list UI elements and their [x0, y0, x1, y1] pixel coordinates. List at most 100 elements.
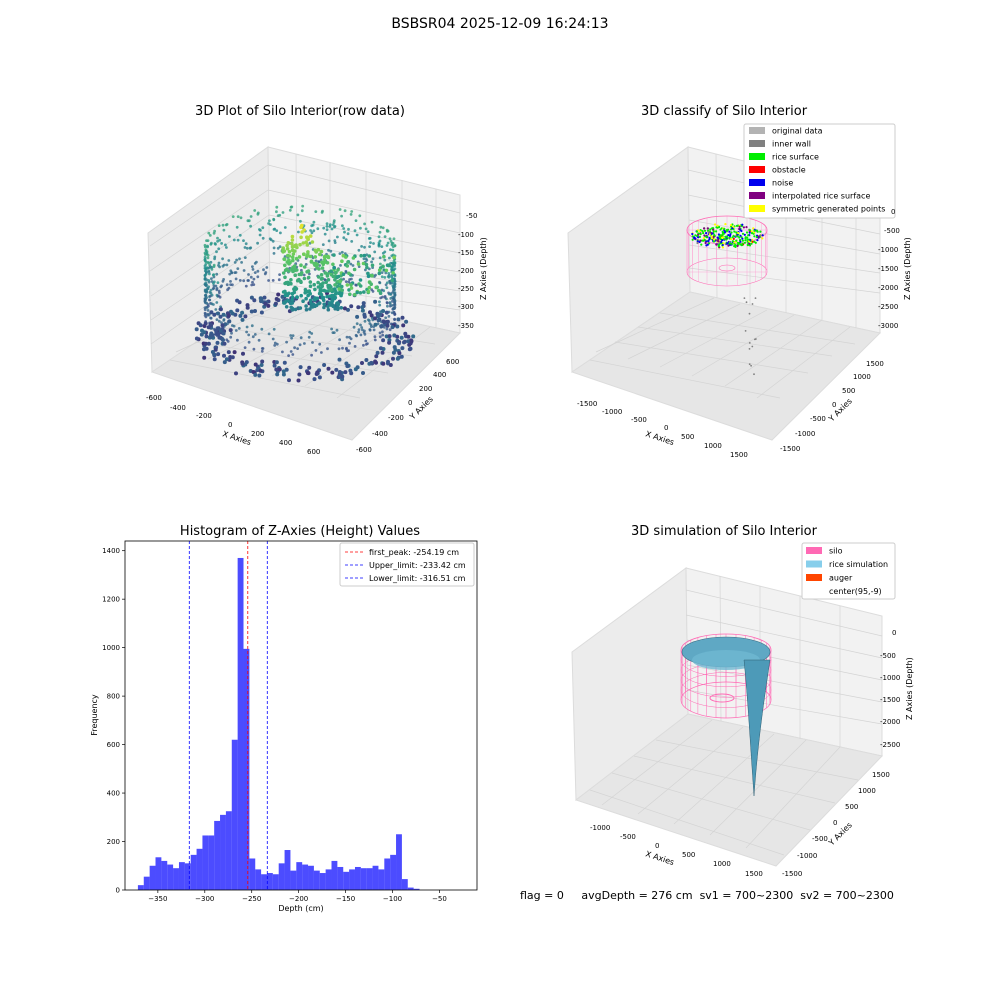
histogram-ytick-label: 800: [107, 693, 120, 701]
histogram-reference-lines: [188, 541, 268, 890]
classify-point: [724, 223, 727, 226]
raw-point: [242, 269, 246, 272]
raw-point: [249, 215, 253, 218]
raw-point: [276, 246, 280, 250]
raw-point: [385, 286, 389, 289]
raw-point: [217, 247, 221, 251]
raw-point: [250, 283, 254, 287]
raw-point: [322, 260, 327, 265]
raw-point: [362, 343, 365, 347]
raw-point: [320, 266, 325, 270]
classify-point: [737, 242, 740, 245]
classify-point: [716, 226, 719, 229]
histogram-frame: [124, 540, 478, 891]
raw-point: [204, 293, 208, 297]
raw-point: [281, 211, 285, 214]
raw-point: [380, 245, 384, 249]
raw-point: [209, 294, 212, 298]
raw-point: [364, 358, 369, 362]
raw-point: [289, 305, 294, 310]
classify-floor-pane: [570, 291, 882, 441]
raw-point: [368, 310, 372, 315]
raw-point: [243, 246, 247, 249]
raw-point: [378, 291, 383, 296]
raw-point: [349, 213, 353, 216]
raw-point: [318, 252, 322, 257]
classify-point: [706, 227, 709, 230]
classify-point: [699, 233, 702, 236]
raw-point: [379, 262, 382, 266]
raw-point: [236, 338, 239, 342]
classify-point: [728, 242, 732, 245]
raw-point: [251, 280, 254, 284]
raw-point: [395, 356, 400, 361]
raw-point: [272, 218, 276, 222]
raw-point: [355, 290, 360, 295]
classify-ytick: -1000: [795, 430, 815, 438]
raw-point: [349, 283, 353, 287]
histogram-xtick-label: −350: [148, 895, 167, 903]
status-flag: flag = 0: [520, 889, 564, 902]
raw-point: [304, 263, 308, 266]
raw-point: [250, 324, 254, 328]
raw-point: [321, 295, 326, 300]
raw-point: [378, 300, 381, 304]
classify-point: [729, 234, 732, 237]
raw-point: [348, 341, 351, 345]
raw-point: [222, 341, 227, 346]
raw-point: [234, 329, 238, 332]
histogram-bar: [137, 885, 144, 890]
raw-point: [318, 260, 321, 264]
raw-point: [366, 289, 371, 294]
raw-point: [207, 270, 211, 274]
raw-point: [387, 292, 391, 296]
raw-point: [396, 341, 401, 346]
histogram-bar: [366, 868, 373, 890]
raw-point: [308, 280, 313, 284]
classify-point: [702, 237, 706, 240]
raw-point: [289, 350, 293, 353]
raw-point: [399, 335, 404, 340]
raw-point: [338, 252, 342, 256]
raw-point: [403, 331, 408, 336]
raw-point: [337, 291, 341, 296]
raw-ztick: -200: [458, 267, 474, 275]
raw-point: [368, 328, 372, 331]
classify-xtick: -500: [631, 416, 647, 424]
raw-point: [359, 333, 363, 337]
histogram-legend-box: [339, 542, 475, 587]
classify-legend-box: [743, 123, 896, 219]
raw-point: [203, 273, 207, 277]
raw-point: [341, 346, 344, 350]
raw-point: [378, 281, 381, 284]
raw-point: [360, 326, 364, 329]
raw-point: [382, 254, 386, 259]
raw-ztick: -150: [458, 249, 474, 257]
histogram-bar: [231, 739, 238, 890]
raw-point: [257, 373, 262, 378]
raw-point: [348, 335, 351, 339]
raw-point: [307, 289, 312, 293]
raw-point: [319, 286, 323, 291]
raw-point: [253, 271, 257, 274]
raw-point: [319, 273, 324, 277]
raw-point: [310, 224, 314, 228]
raw-point: [309, 259, 314, 264]
raw-point: [321, 281, 325, 285]
histogram-bars: [137, 557, 420, 890]
classify-point: [728, 230, 731, 233]
histogram-bar: [196, 848, 203, 890]
histogram-bar: [272, 874, 279, 890]
raw-point: [344, 255, 348, 259]
raw-data-points: [194, 204, 416, 383]
raw-point: [207, 279, 211, 282]
raw-point: [203, 278, 207, 281]
raw-point: [230, 355, 235, 360]
raw-point: [305, 371, 310, 375]
raw-point: [291, 252, 296, 256]
classify-point: [744, 236, 747, 239]
raw-point: [287, 254, 292, 258]
classify-point: [738, 236, 741, 239]
simulation-ytick: 500: [845, 803, 858, 811]
